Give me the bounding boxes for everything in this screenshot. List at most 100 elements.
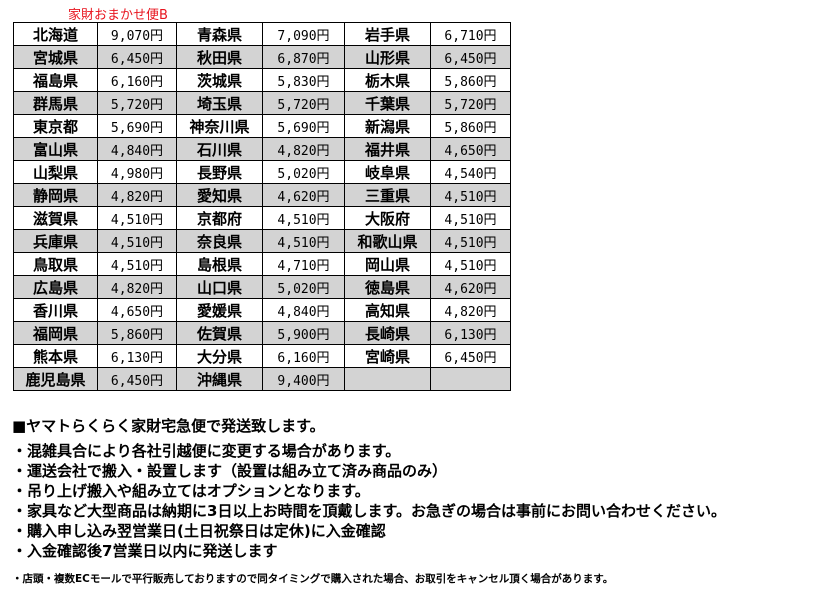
table-row: 福島県 6,160円 茨城県 5,830円 栃木県 5,860円	[13, 68, 511, 92]
price-cell: 4,510円	[430, 206, 511, 230]
table-row: 静岡県 4,820円 愛知県 4,620円 三重県 4,510円	[13, 183, 511, 207]
table-row: 広島県 4,820円 山口県 5,020円 徳島県 4,620円	[13, 275, 511, 299]
price-cell: 4,620円	[262, 183, 345, 207]
note-item: ・入金確認後7営業日以内に発送します	[12, 542, 278, 560]
note-item: ・吊り上げ搬入や組み立てはオプションとなります。	[12, 482, 370, 500]
table-row: 福岡県 5,860円 佐賀県 5,900円 長崎県 6,130円	[13, 321, 511, 345]
prefecture-cell: 福岡県	[13, 321, 98, 345]
prefecture-cell: 沖縄県	[176, 367, 263, 391]
prefecture-cell: 山口県	[176, 275, 263, 299]
note-small: ・店頭・複数ECモールで平行販売しておりますので同タイミングで購入された場合、お…	[12, 573, 614, 585]
price-cell: 4,820円	[262, 137, 345, 161]
price-cell: 5,690円	[97, 114, 177, 138]
prefecture-cell: 佐賀県	[176, 321, 263, 345]
price-cell: 6,710円	[430, 22, 511, 46]
price-cell: 6,450円	[97, 367, 177, 391]
price-cell: 6,870円	[262, 45, 345, 69]
prefecture-cell: 高知県	[344, 298, 431, 322]
prefecture-cell: 愛知県	[176, 183, 263, 207]
prefecture-cell: 静岡県	[13, 183, 98, 207]
table-row: 鳥取県 4,510円 島根県 4,710円 岡山県 4,510円	[13, 252, 511, 276]
prefecture-cell: 島根県	[176, 252, 263, 276]
prefecture-cell: 兵庫県	[13, 229, 98, 253]
price-cell: 5,860円	[97, 321, 177, 345]
price-cell: 4,540円	[430, 160, 511, 184]
price-cell: 4,820円	[430, 298, 511, 322]
prefecture-cell: 京都府	[176, 206, 263, 230]
prefecture-cell: 秋田県	[176, 45, 263, 69]
prefecture-cell: 山形県	[344, 45, 431, 69]
prefecture-cell: 愛媛県	[176, 298, 263, 322]
price-cell: 5,900円	[262, 321, 345, 345]
prefecture-cell: 三重県	[344, 183, 431, 207]
prefecture-cell: 岡山県	[344, 252, 431, 276]
price-cell: 5,690円	[262, 114, 345, 138]
price-cell: 4,510円	[430, 229, 511, 253]
table-title: 家財おまかせ便B	[68, 8, 168, 23]
table-row: 北海道 9,070円 青森県 7,090円 岩手県 6,710円	[13, 22, 511, 46]
prefecture-cell: 宮崎県	[344, 344, 431, 368]
price-cell: 5,860円	[430, 68, 511, 92]
prefecture-cell: 群馬県	[13, 91, 98, 115]
table-row: 群馬県 5,720円 埼玉県 5,720円 千葉県 5,720円	[13, 91, 511, 115]
price-cell: 6,130円	[97, 344, 177, 368]
table-row: 熊本県 6,130円 大分県 6,160円 宮崎県 6,450円	[13, 344, 511, 368]
prefecture-cell: 福島県	[13, 68, 98, 92]
price-cell: 6,160円	[97, 68, 177, 92]
prefecture-cell: 大分県	[176, 344, 263, 368]
prefecture-cell: 大阪府	[344, 206, 431, 230]
prefecture-cell: 滋賀県	[13, 206, 98, 230]
price-cell: 4,980円	[97, 160, 177, 184]
price-cell: 5,020円	[262, 275, 345, 299]
note-item: ・購入申し込み翌営業日(土日祝祭日は定休)に入金確認	[12, 522, 386, 540]
prefecture-cell: 宮城県	[13, 45, 98, 69]
price-cell: 4,650円	[97, 298, 177, 322]
price-cell: 5,020円	[262, 160, 345, 184]
prefecture-cell: 長崎県	[344, 321, 431, 345]
price-cell: 4,510円	[97, 229, 177, 253]
price-cell: 4,510円	[97, 252, 177, 276]
shipping-rate-table: 北海道 9,070円 青森県 7,090円 岩手県 6,710円 宮城県 6,450円 秋田県 6…	[13, 22, 511, 391]
price-cell: 6,160円	[262, 344, 345, 368]
price-cell: 5,860円	[430, 114, 511, 138]
prefecture-cell: 茨城県	[176, 68, 263, 92]
price-cell	[430, 367, 511, 391]
prefecture-cell: 徳島県	[344, 275, 431, 299]
price-cell: 4,510円	[430, 252, 511, 276]
shipping-notes: ■ヤマトらくらく家財宅急便で発送致します。 ・混雑具合により各社引越便に変更する…	[12, 416, 726, 589]
table-row: 鹿児島県 6,450円 沖縄県 9,400円	[13, 367, 511, 391]
note-item: ・家具など大型商品は納期に3日以上お時間を頂戴します。お急ぎの場合は事前にお問い…	[12, 502, 726, 520]
table-row: 兵庫県 4,510円 奈良県 4,510円 和歌山県 4,510円	[13, 229, 511, 253]
prefecture-cell: 長野県	[176, 160, 263, 184]
table-row: 山梨県 4,980円 長野県 5,020円 岐阜県 4,540円	[13, 160, 511, 184]
prefecture-cell: 香川県	[13, 298, 98, 322]
note-item: ・運送会社で搬入・設置します（設置は組み立て済み商品のみ）	[12, 462, 448, 480]
note-item: ・混雑具合により各社引越便に変更する場合があります。	[12, 442, 401, 460]
prefecture-cell: 鹿児島県	[13, 367, 98, 391]
price-cell: 4,510円	[262, 229, 345, 253]
prefecture-cell: 広島県	[13, 275, 98, 299]
price-cell: 5,720円	[262, 91, 345, 115]
prefecture-cell: 岐阜県	[344, 160, 431, 184]
prefecture-cell: 和歌山県	[344, 229, 431, 253]
prefecture-cell: 東京都	[13, 114, 98, 138]
prefecture-cell	[344, 367, 431, 391]
price-cell: 7,090円	[262, 22, 345, 46]
prefecture-cell: 石川県	[176, 137, 263, 161]
price-cell: 6,450円	[430, 45, 511, 69]
price-cell: 4,820円	[97, 275, 177, 299]
prefecture-cell: 北海道	[13, 22, 98, 46]
price-cell: 4,840円	[262, 298, 345, 322]
table-row: 富山県 4,840円 石川県 4,820円 福井県 4,650円	[13, 137, 511, 161]
prefecture-cell: 富山県	[13, 137, 98, 161]
prefecture-cell: 熊本県	[13, 344, 98, 368]
prefecture-cell: 鳥取県	[13, 252, 98, 276]
prefecture-cell: 神奈川県	[176, 114, 263, 138]
table-row: 香川県 4,650円 愛媛県 4,840円 高知県 4,820円	[13, 298, 511, 322]
price-cell: 5,720円	[430, 91, 511, 115]
prefecture-cell: 新潟県	[344, 114, 431, 138]
price-cell: 4,820円	[97, 183, 177, 207]
price-cell: 6,130円	[430, 321, 511, 345]
prefecture-cell: 埼玉県	[176, 91, 263, 115]
price-cell: 6,450円	[97, 45, 177, 69]
